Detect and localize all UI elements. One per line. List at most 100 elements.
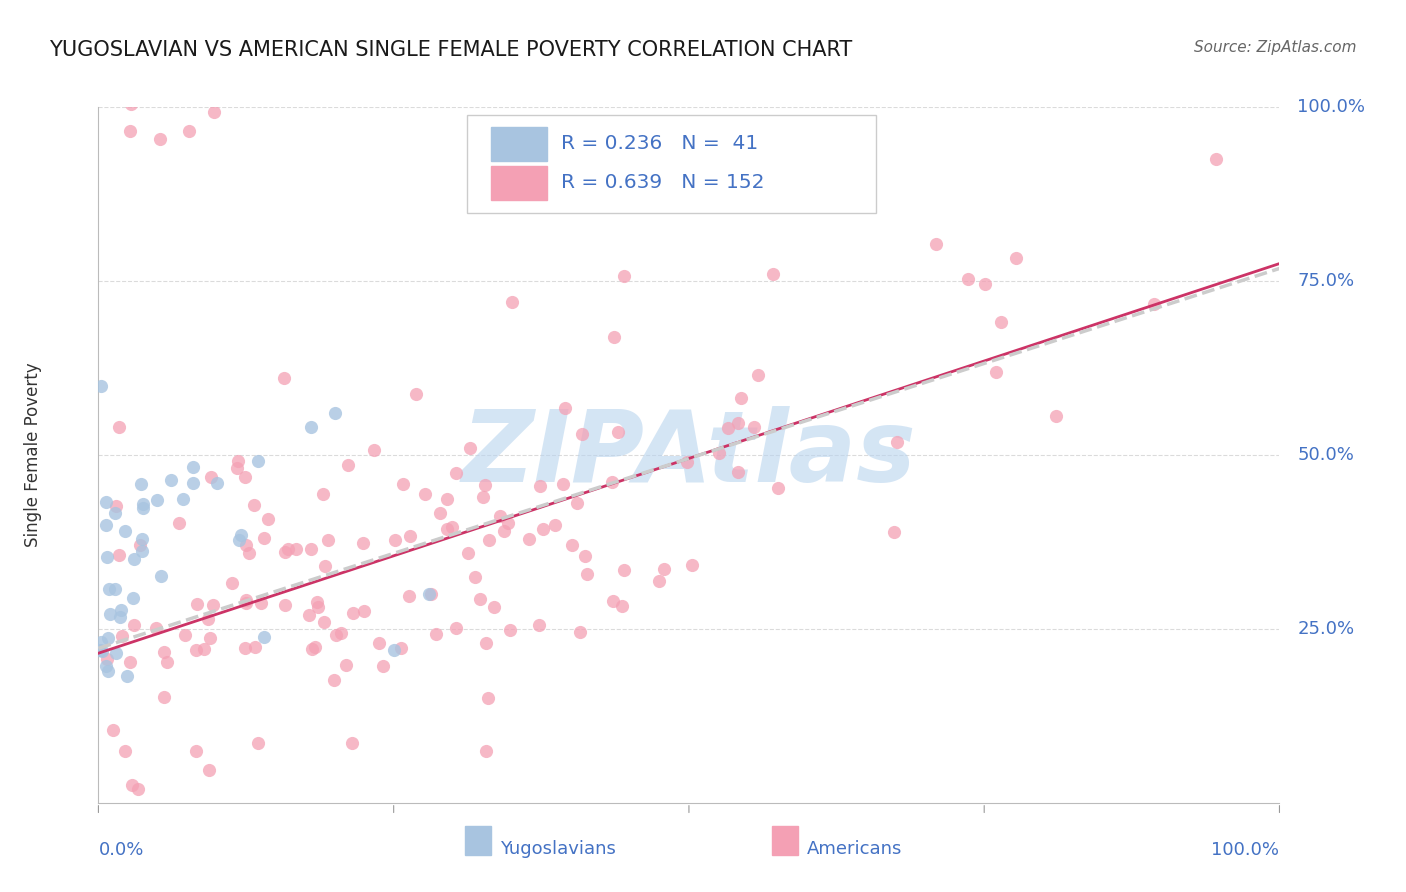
Point xyxy=(274,544,297,558)
Point xyxy=(129,538,152,552)
Point xyxy=(717,421,740,435)
Point xyxy=(446,466,468,480)
Point xyxy=(316,533,339,548)
Point xyxy=(474,743,496,757)
Point xyxy=(384,533,406,547)
Point xyxy=(468,592,491,607)
Point xyxy=(501,294,523,309)
Point xyxy=(253,630,276,644)
Point xyxy=(277,542,299,557)
Text: Single Female Poverty: Single Female Poverty xyxy=(24,363,42,547)
Point xyxy=(762,267,785,281)
Point xyxy=(235,538,257,552)
Point xyxy=(551,477,574,491)
Point xyxy=(325,628,347,642)
Point xyxy=(312,615,335,629)
Point xyxy=(304,640,326,654)
Point xyxy=(205,475,228,490)
Point xyxy=(228,533,250,548)
Point xyxy=(259,92,281,106)
Point xyxy=(353,604,375,618)
Point xyxy=(131,532,153,546)
Point xyxy=(529,618,551,632)
Point xyxy=(956,272,979,286)
Point xyxy=(600,475,623,490)
Point xyxy=(243,640,266,654)
Point xyxy=(681,558,703,572)
Point xyxy=(576,566,599,581)
Point xyxy=(257,512,280,526)
Point xyxy=(543,518,565,533)
Point xyxy=(247,736,270,750)
Point xyxy=(323,673,346,687)
Point xyxy=(131,500,153,515)
Point xyxy=(371,659,394,673)
Point xyxy=(307,599,329,614)
Point xyxy=(457,546,479,560)
Point xyxy=(1205,152,1227,166)
Point xyxy=(121,778,143,792)
Point xyxy=(336,458,359,472)
Point xyxy=(613,563,636,577)
Point xyxy=(184,642,207,657)
Point xyxy=(610,599,633,613)
Text: 50.0%: 50.0% xyxy=(1298,446,1354,464)
Point xyxy=(529,479,551,493)
Point xyxy=(391,477,413,491)
Point xyxy=(531,523,554,537)
Point xyxy=(252,532,274,546)
Point xyxy=(202,105,225,120)
Point xyxy=(167,516,190,530)
Point xyxy=(198,764,221,778)
Text: Yugoslavians: Yugoslavians xyxy=(501,840,616,858)
Point xyxy=(118,124,141,138)
Point xyxy=(96,658,118,673)
Point xyxy=(132,497,155,511)
Point xyxy=(363,442,385,457)
Point xyxy=(569,625,592,640)
Point xyxy=(973,277,995,291)
Point xyxy=(107,549,129,563)
Point xyxy=(299,541,322,556)
Point xyxy=(122,618,145,632)
Text: 0.0%: 0.0% xyxy=(98,841,143,859)
Point xyxy=(323,406,346,420)
Point xyxy=(128,89,150,103)
Point xyxy=(314,558,336,573)
Text: R = 0.639   N = 152: R = 0.639 N = 152 xyxy=(561,173,765,193)
Point xyxy=(110,629,132,643)
Point xyxy=(1143,297,1166,311)
Point xyxy=(413,487,436,501)
Point xyxy=(925,236,948,251)
Bar xyxy=(464,826,491,855)
Point xyxy=(149,569,172,583)
Point xyxy=(727,466,749,480)
Point xyxy=(335,658,357,673)
Point xyxy=(298,608,321,623)
Bar xyxy=(772,826,797,855)
Point xyxy=(114,524,136,538)
Point xyxy=(425,627,447,641)
Point xyxy=(97,632,120,646)
Point xyxy=(96,651,118,665)
Point xyxy=(330,625,353,640)
Point xyxy=(98,607,121,621)
Point xyxy=(768,481,790,495)
Text: R = 0.236   N =  41: R = 0.236 N = 41 xyxy=(561,135,759,153)
Point xyxy=(198,631,221,645)
Point xyxy=(554,401,576,415)
Point xyxy=(398,529,420,543)
Text: 75.0%: 75.0% xyxy=(1298,272,1354,290)
Point xyxy=(104,499,127,513)
Point xyxy=(284,541,307,556)
Point xyxy=(114,744,136,758)
Point xyxy=(104,646,127,660)
Point xyxy=(94,518,117,533)
Point xyxy=(226,453,249,467)
Point xyxy=(886,434,908,449)
Point xyxy=(464,570,486,584)
Point xyxy=(368,636,391,650)
Text: 25.0%: 25.0% xyxy=(1298,620,1354,638)
Point xyxy=(89,643,111,657)
Point xyxy=(647,574,669,589)
